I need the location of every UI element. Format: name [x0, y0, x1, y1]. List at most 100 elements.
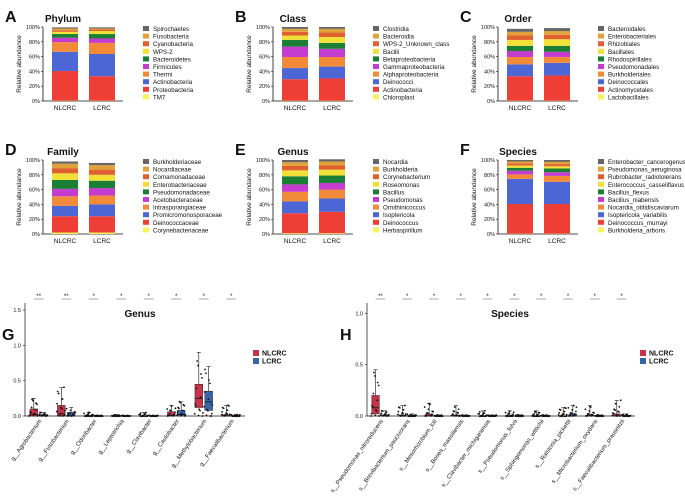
data-point	[100, 415, 103, 417]
bar-segment	[507, 28, 533, 32]
data-point	[203, 391, 206, 393]
bar-segment	[319, 48, 345, 57]
data-point	[404, 404, 406, 407]
data-point	[237, 414, 239, 417]
legend-swatch	[143, 159, 149, 164]
bar-segment	[282, 184, 308, 192]
data-point	[194, 403, 197, 405]
legend-label: Burkholderia	[383, 167, 418, 174]
data-point	[522, 415, 525, 417]
data-point	[66, 414, 68, 417]
data-point	[584, 408, 587, 411]
y-tick-label: 20%	[29, 84, 40, 90]
data-point	[32, 414, 35, 417]
y-tick-label: 40%	[259, 69, 270, 75]
data-point	[407, 415, 409, 417]
data-point	[452, 410, 455, 412]
data-point	[184, 413, 187, 416]
data-point	[617, 410, 619, 413]
legend-label: Isoptericola_variabilis	[608, 212, 667, 219]
data-point	[380, 412, 383, 415]
data-point	[531, 414, 534, 416]
data-point	[613, 408, 616, 411]
data-point	[490, 414, 493, 417]
chart-title: Family	[47, 147, 79, 158]
legend-swatch	[598, 212, 604, 218]
panel-letter: B	[235, 9, 247, 26]
data-point	[56, 390, 59, 393]
y-tick-label: 100%	[481, 25, 495, 31]
data-point	[450, 414, 453, 417]
legend-swatch	[373, 197, 379, 202]
legend-label: Isoptericola	[383, 212, 415, 219]
data-point	[110, 415, 113, 417]
y-axis-label: Relative abundance	[471, 35, 478, 93]
x-tick-label: LCRC	[323, 105, 341, 112]
legend-label: Deinococcaceae	[153, 220, 199, 227]
panel-g: GGenus0.00.51.01.5**g__Agrobacterium**g_…	[2, 294, 287, 469]
data-point	[370, 412, 373, 415]
legend-swatch	[598, 166, 604, 172]
data-point	[28, 414, 31, 417]
x-tick-label: s__Faecalibacterium_prausnitzii	[572, 419, 626, 493]
bar-segment	[319, 211, 345, 234]
data-point	[71, 414, 74, 417]
data-point	[145, 411, 147, 414]
data-point	[437, 415, 440, 417]
data-point	[168, 412, 171, 415]
data-point	[196, 360, 198, 362]
legend-label: Bacillales	[608, 49, 634, 56]
bar-segment	[89, 188, 115, 196]
panel-letter: D	[5, 142, 17, 159]
data-point	[68, 412, 70, 415]
y-tick-label: 80%	[484, 173, 495, 179]
data-point	[504, 411, 507, 414]
data-point	[38, 413, 41, 415]
x-tick-label: NLCRC	[509, 238, 532, 245]
bar-segment	[282, 191, 308, 202]
data-point	[380, 409, 383, 412]
panel-c: C Order Relative abundance 0% 20% 40% 60% 80% 10…	[460, 9, 659, 112]
data-point	[174, 407, 177, 410]
bar-segment	[282, 46, 308, 57]
data-point	[441, 415, 443, 417]
data-point	[374, 409, 377, 411]
bar-segment	[507, 39, 533, 46]
data-point	[572, 404, 575, 407]
data-point	[35, 402, 37, 405]
legend-label: Deinococcales	[608, 79, 648, 86]
legend-swatch	[373, 227, 379, 233]
y-tick-label: 100%	[256, 158, 270, 164]
legend-swatch	[373, 159, 379, 164]
y-tick-label: 0%	[32, 99, 40, 105]
data-point	[197, 414, 200, 417]
legend-label: Ornithinicoccus	[383, 205, 425, 212]
data-point	[73, 410, 76, 413]
bar-segment	[52, 27, 78, 29]
legend-swatch	[143, 174, 149, 180]
data-point	[403, 415, 405, 417]
legend-swatch	[598, 227, 604, 233]
bar-segment	[89, 162, 115, 166]
bar-segment	[544, 204, 570, 234]
bar-segment	[319, 27, 345, 29]
legend-label: Pseudomonadaceae	[153, 189, 210, 196]
y-axis-label: Relative abundance	[471, 168, 478, 226]
bar-segment	[52, 216, 78, 233]
data-point	[621, 414, 623, 416]
data-point	[594, 414, 597, 417]
data-point	[400, 414, 403, 417]
legend-label: LCRC	[649, 359, 668, 366]
data-point	[177, 406, 179, 409]
legend-swatch	[373, 204, 379, 210]
bar-segment	[544, 56, 570, 63]
significance-label: *	[148, 294, 151, 300]
significance-label: *	[175, 294, 178, 300]
bar-segment	[52, 37, 78, 43]
x-tick-label: g__Odoribacter	[70, 419, 99, 456]
legend-label: LCRC	[262, 359, 281, 366]
y-tick-label: 40%	[29, 69, 40, 75]
legend-swatch	[598, 64, 604, 69]
bar-segment	[544, 164, 570, 167]
